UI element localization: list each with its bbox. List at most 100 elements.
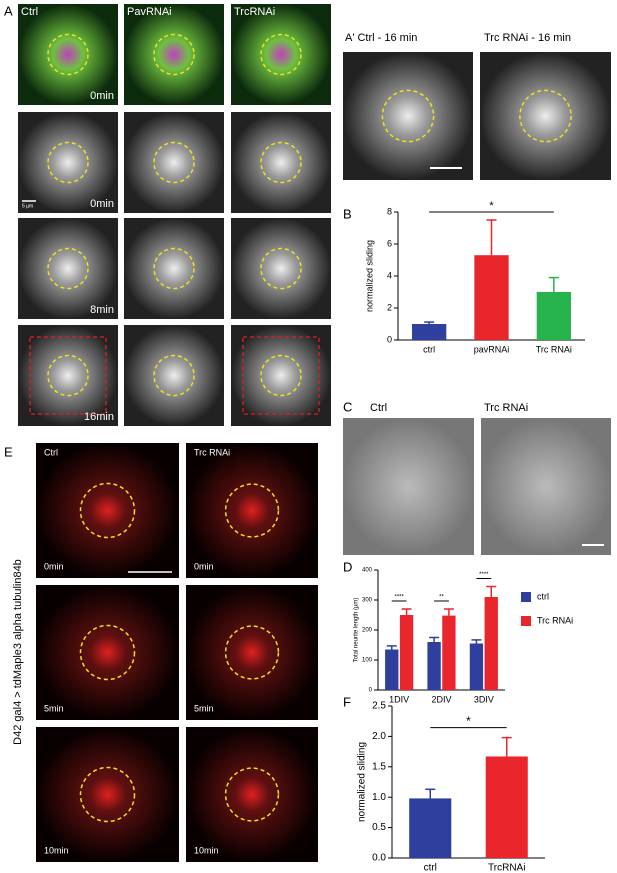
legend-label: Trc RNAi <box>537 615 573 625</box>
time-label: 0min <box>90 198 114 210</box>
roi-circle <box>47 141 89 184</box>
micrograph <box>186 727 318 862</box>
y-tick-label: 1.0 <box>372 792 386 803</box>
panel-label: E <box>4 444 13 459</box>
micrograph <box>231 218 331 319</box>
micrograph <box>186 443 318 578</box>
micrograph <box>18 112 118 213</box>
roi-circle <box>260 247 302 290</box>
scale-label: 5 µm <box>22 203 33 209</box>
roi-circle <box>224 483 280 538</box>
y-tick-label: 0.5 <box>372 822 386 833</box>
bar <box>399 615 414 690</box>
micrograph <box>186 585 318 720</box>
x-tick-label: ctrl <box>424 863 437 873</box>
column-label: Trc RNAi <box>484 402 528 414</box>
x-tick-label: TrcRNAi <box>488 863 525 873</box>
x-tick-label: 3DIV <box>474 694 494 704</box>
y-axis-label: normalized sliding <box>357 742 368 822</box>
bar <box>469 643 484 690</box>
y-tick-label: 4 <box>387 270 392 280</box>
column-label: Ctrl <box>44 447 58 457</box>
significance-label: **** <box>479 572 489 578</box>
time-label: 5min <box>194 703 214 713</box>
roi-circle <box>153 354 195 397</box>
roi-circle <box>153 141 195 184</box>
y-tick-label: 8 <box>387 206 392 216</box>
micrograph <box>231 112 331 213</box>
significance-label: **** <box>394 595 404 601</box>
time-label: 0min <box>44 561 64 571</box>
significance-label: * <box>489 200 494 212</box>
time-label: 10min <box>44 845 69 855</box>
bar <box>485 756 528 858</box>
bar <box>385 649 399 690</box>
genotype: D42 gal4 > tdMaple3 alpha tubulin84b <box>12 559 24 745</box>
micrograph <box>36 727 179 862</box>
y-tick-label: 6 <box>387 238 392 248</box>
micrograph <box>18 325 118 426</box>
micrograph <box>124 4 224 105</box>
y-tick-label: 1.5 <box>372 761 386 772</box>
panel-label: F <box>343 694 351 709</box>
x-tick-label: pavRNAi <box>474 344 510 354</box>
micrograph <box>124 112 224 213</box>
x-tick-label: 1DIV <box>389 694 409 704</box>
column-label: PavRNAi <box>127 6 172 18</box>
micrograph <box>481 418 611 555</box>
y-tick-label: 2.0 <box>372 731 386 742</box>
panel-label: D <box>343 559 352 574</box>
bar <box>409 798 452 858</box>
roi-circle <box>381 89 435 143</box>
bar <box>442 615 456 690</box>
y-tick-label: 200 <box>362 628 373 634</box>
bar <box>484 597 498 690</box>
roi-circle <box>47 247 89 290</box>
time-label: 5min <box>44 703 64 713</box>
time-label: 16min <box>84 411 114 423</box>
roi-circle <box>47 354 89 397</box>
legend-label: ctrl <box>537 591 549 601</box>
panel-label: A <box>4 3 13 18</box>
y-tick-label: 100 <box>362 658 373 664</box>
micrograph <box>18 218 118 319</box>
y-tick-label: 300 <box>362 598 373 604</box>
micrograph <box>36 443 179 578</box>
micrograph <box>343 418 474 555</box>
micrograph <box>231 4 331 105</box>
legend-swatch <box>521 592 531 602</box>
roi-circle <box>153 247 195 290</box>
bar <box>427 642 441 690</box>
roi-circle <box>260 141 302 184</box>
roi-circle <box>153 33 195 76</box>
micrograph <box>231 325 331 426</box>
y-tick-label: 2.5 <box>372 701 386 712</box>
time-label: 0min <box>90 90 114 102</box>
y-tick-label: 2 <box>387 302 392 312</box>
y-tick-label: 400 <box>362 568 373 574</box>
roi-circle <box>79 624 136 681</box>
y-axis-label: normalized sliding <box>364 240 374 312</box>
bar <box>474 255 509 340</box>
roi-circle <box>47 33 89 76</box>
micrograph <box>36 585 179 720</box>
micrograph <box>124 325 224 426</box>
time-label: 10min <box>194 845 219 855</box>
roi-circle <box>519 89 572 143</box>
column-label: Trc RNAi <box>194 447 230 457</box>
column-label: TrcRNAi <box>234 6 275 18</box>
roi-square <box>29 336 107 415</box>
roi-circle <box>79 482 136 539</box>
x-tick-label: Trc RNAi <box>536 344 572 354</box>
bar <box>412 324 447 340</box>
panel-title: A' Ctrl - 16 min <box>345 32 417 44</box>
panel-title: Trc RNAi - 16 min <box>484 32 571 44</box>
significance-label: * <box>466 714 471 728</box>
roi-circle <box>79 766 136 823</box>
roi-circle <box>260 33 302 76</box>
roi-circle <box>260 354 302 397</box>
micrograph <box>343 52 473 180</box>
time-label: 8min <box>90 304 114 316</box>
